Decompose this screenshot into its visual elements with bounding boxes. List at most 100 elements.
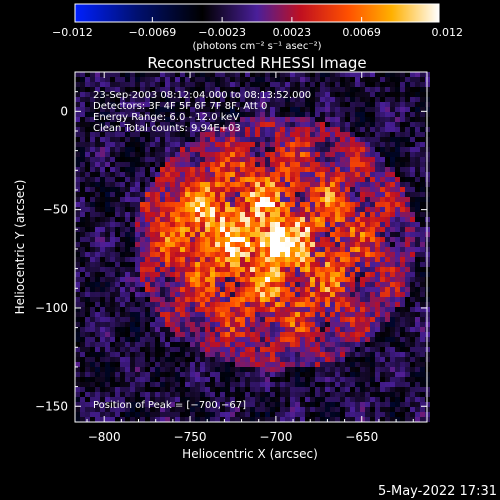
heatmap-cell — [100, 342, 105, 347]
heatmap-cell — [290, 112, 295, 117]
heatmap-cell — [280, 177, 285, 182]
heatmap-cell — [370, 352, 375, 357]
heatmap-cell — [410, 237, 415, 242]
heatmap-cell — [175, 407, 180, 412]
heatmap-cell — [100, 362, 105, 367]
heatmap-cell — [160, 162, 165, 167]
heatmap-cell — [400, 367, 405, 372]
heatmap-cell — [290, 152, 295, 157]
heatmap-cell — [235, 377, 240, 382]
heatmap-cell — [170, 262, 175, 267]
heatmap-cell — [390, 327, 395, 332]
heatmap-cell — [235, 272, 240, 277]
heatmap-cell — [270, 77, 275, 82]
heatmap-cell — [210, 117, 215, 122]
heatmap-cell — [405, 212, 410, 217]
heatmap-cell — [375, 197, 380, 202]
heatmap-cell — [140, 222, 145, 227]
heatmap-cell — [100, 412, 105, 417]
heatmap-cell — [330, 272, 335, 277]
heatmap-cell — [355, 407, 360, 412]
heatmap-cell — [405, 332, 410, 337]
heatmap-cell — [225, 127, 230, 132]
heatmap-cell — [270, 177, 275, 182]
heatmap-cell — [160, 197, 165, 202]
heatmap-cell — [135, 192, 140, 197]
heatmap-cell — [315, 287, 320, 292]
heatmap-cell — [150, 317, 155, 322]
heatmap-cell — [370, 122, 375, 127]
heatmap-cell — [345, 367, 350, 372]
heatmap-cell — [195, 267, 200, 272]
heatmap-cell — [400, 382, 405, 387]
heatmap-cell — [135, 357, 140, 362]
heatmap-cell — [405, 122, 410, 127]
heatmap-cell — [180, 352, 185, 357]
heatmap-cell — [165, 342, 170, 347]
heatmap-cell — [370, 357, 375, 362]
heatmap-cell — [240, 127, 245, 132]
heatmap-cell — [240, 202, 245, 207]
heatmap-cell — [120, 257, 125, 262]
heatmap-cell — [220, 402, 225, 407]
heatmap-cell — [230, 82, 235, 87]
heatmap-cell — [305, 262, 310, 267]
heatmap-cell — [295, 162, 300, 167]
heatmap-cell — [255, 157, 260, 162]
heatmap-cell — [375, 297, 380, 302]
heatmap-cell — [415, 272, 420, 277]
heatmap-cell — [90, 362, 95, 367]
heatmap-cell — [120, 167, 125, 172]
heatmap-cell — [205, 107, 210, 112]
heatmap-cell — [85, 267, 90, 272]
heatmap-cell — [290, 77, 295, 82]
heatmap-cell — [300, 77, 305, 82]
heatmap-cell — [260, 87, 265, 92]
heatmap-cell — [80, 277, 85, 282]
heatmap-cell — [365, 102, 370, 107]
heatmap-cell — [390, 107, 395, 112]
heatmap-cell — [360, 102, 365, 107]
heatmap-cell — [420, 347, 425, 352]
heatmap-cell — [85, 177, 90, 182]
heatmap-cell — [90, 172, 95, 177]
heatmap-cell — [410, 397, 415, 402]
heatmap-cell — [90, 287, 95, 292]
heatmap-cell — [210, 302, 215, 307]
heatmap-cell — [395, 172, 400, 177]
heatmap-cell — [140, 417, 145, 422]
heatmap-cell — [195, 322, 200, 327]
heatmap-cell — [150, 72, 155, 77]
heatmap-cell — [285, 177, 290, 182]
heatmap-cell — [370, 402, 375, 407]
heatmap-cell — [85, 82, 90, 87]
heatmap-cell — [385, 162, 390, 167]
heatmap-cell — [280, 162, 285, 167]
heatmap-cell — [370, 242, 375, 247]
heatmap-cell — [270, 357, 275, 362]
heatmap-cell — [320, 147, 325, 152]
heatmap-cell — [145, 117, 150, 122]
heatmap-cell — [340, 112, 345, 117]
heatmap-cell — [130, 287, 135, 292]
heatmap-cell — [250, 342, 255, 347]
heatmap-cell — [265, 377, 270, 382]
heatmap-cell — [400, 82, 405, 87]
heatmap-cell — [245, 242, 250, 247]
heatmap-cell — [245, 327, 250, 332]
heatmap-cell — [145, 92, 150, 97]
heatmap-cell — [370, 392, 375, 397]
heatmap-cell — [315, 382, 320, 387]
heatmap-cell — [365, 402, 370, 407]
heatmap-cell — [75, 72, 80, 77]
heatmap-cell — [205, 317, 210, 322]
heatmap-cell — [125, 132, 130, 137]
heatmap-cell — [95, 417, 100, 422]
heatmap-cell — [200, 187, 205, 192]
heatmap-cell — [370, 182, 375, 187]
heatmap-cell — [335, 367, 340, 372]
heatmap-cell — [110, 182, 115, 187]
heatmap-cell — [180, 242, 185, 247]
heatmap-cell — [235, 97, 240, 102]
heatmap-cell — [95, 412, 100, 417]
